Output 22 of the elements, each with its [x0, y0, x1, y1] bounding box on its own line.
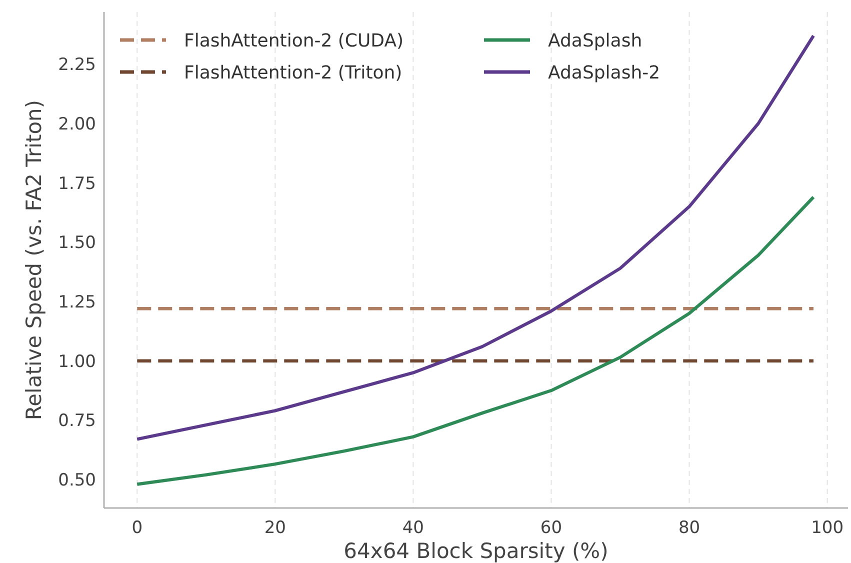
x-tick-label: 0 [132, 518, 143, 538]
legend-label: FlashAttention-2 (Triton) [184, 62, 402, 84]
line-series [136, 34, 816, 441]
y-tick-label: 1.75 [58, 174, 96, 194]
legend-label: FlashAttention-2 (CUDA) [184, 30, 404, 52]
y-tick-label: 2.25 [58, 55, 96, 76]
y-tick-label: 0.75 [58, 411, 96, 432]
y-tick-label: 1.25 [58, 292, 96, 312]
x-tick-label: 40 [402, 518, 424, 538]
y-axis-title: Relative Speed (vs. FA2 Triton) [22, 100, 46, 420]
y-tick-label: 2.00 [58, 114, 96, 134]
y-tick-label: 1.00 [58, 352, 96, 372]
x-tick-label: 60 [540, 518, 562, 538]
legend-label: AdaSplash-2 [548, 62, 660, 84]
x-tick-label: 100 [811, 518, 844, 538]
y-tick-label: 0.50 [58, 470, 96, 490]
y-tick-label: 1.50 [58, 233, 96, 254]
line-series [136, 196, 816, 486]
legend-label: AdaSplash [548, 30, 642, 52]
x-tick-label: 80 [678, 518, 700, 538]
x-tick-label: 20 [264, 518, 286, 538]
x-axis-title: 64x64 Block Sparsity (%) [344, 539, 608, 563]
